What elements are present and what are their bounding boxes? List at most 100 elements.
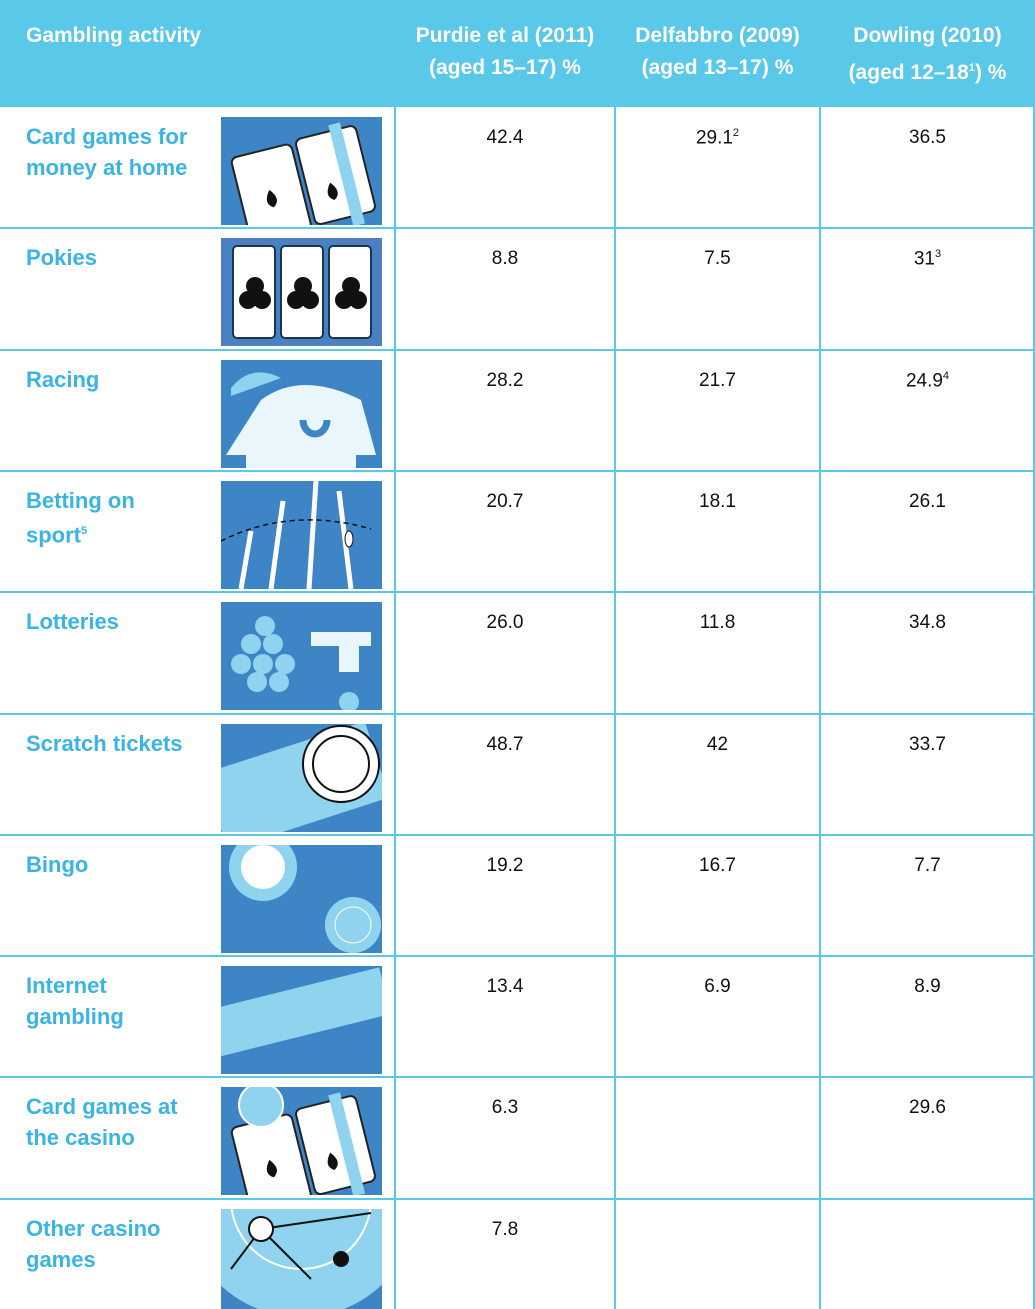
icon (221, 481, 382, 589)
activity-label: Racing (26, 367, 99, 392)
header-cell: Purdie et al (2011) (aged 15–17) % (395, 0, 615, 107)
value: 8.8 (492, 248, 518, 269)
icon-art (221, 1087, 382, 1195)
value-cell: 42 (615, 714, 820, 835)
header-line: Dowling (2010) (820, 20, 1035, 52)
column-divider (614, 107, 616, 1309)
value-cell: 7.8 (395, 1199, 615, 1309)
value-cell: 19.2 (395, 835, 615, 956)
icon (221, 724, 382, 832)
activity-label: Lotteries (26, 609, 119, 634)
value: 13.4 (487, 976, 524, 997)
icon (221, 602, 382, 710)
row-divider (0, 470, 1035, 472)
header-line: Gambling activity (26, 20, 395, 52)
value-cell: 313 (820, 228, 1035, 349)
activity-cell: Other casino games (0, 1199, 200, 1275)
value: 24.9 (906, 370, 943, 391)
value-cell: 33.7 (820, 714, 1035, 835)
activity-cell: Racing (0, 350, 200, 395)
activity-label: Pokies (26, 245, 97, 270)
icon-art (221, 602, 382, 710)
value-cell: 8.9 (820, 956, 1035, 1077)
value: 42 (707, 734, 728, 755)
value: 20.7 (487, 491, 524, 512)
row-divider (0, 349, 1035, 351)
icon-art (221, 845, 382, 953)
header-cell: Delfabbro (2009) (aged 13–17) % (615, 0, 820, 107)
value-cell: 16.7 (615, 835, 820, 956)
value-cell: 36.5 (820, 107, 1035, 228)
value: 6.3 (492, 1097, 518, 1118)
row-divider (0, 955, 1035, 957)
icon (221, 1087, 382, 1195)
activity-cell: Pokies (0, 228, 200, 273)
value: 7.5 (704, 248, 730, 269)
icon (221, 845, 382, 953)
value: 34.8 (909, 612, 946, 633)
value: 21.7 (699, 370, 736, 391)
activity-label: Scratch tickets (26, 731, 183, 756)
icon-art (221, 117, 382, 225)
header-cell: Gambling activity (0, 0, 395, 107)
value-cell: 28.2 (395, 350, 615, 471)
header-text: (aged 12–18 (849, 61, 969, 84)
activity-cell: Card games for money at home (0, 107, 200, 183)
value-cell: 6.3 (395, 1077, 615, 1198)
row-divider (0, 591, 1035, 593)
value-cell: 11.8 (615, 592, 820, 713)
icon-art (221, 238, 382, 346)
value: 6.9 (704, 976, 730, 997)
value-cell: 8.8 (395, 228, 615, 349)
icon-art (221, 966, 382, 1074)
activity-label: Card games for money at home (26, 124, 187, 180)
row-divider (0, 227, 1035, 229)
header-text: Purdie et al (2011) (416, 24, 595, 47)
row-divider (0, 713, 1035, 715)
value: 26.1 (909, 491, 946, 512)
value-cell: 7.7 (820, 835, 1035, 956)
value-cell: 29.12 (615, 107, 820, 228)
column-divider (394, 107, 396, 1309)
value-cell: 48.7 (395, 714, 615, 835)
header-text: Delfabbro (2009) (635, 24, 800, 47)
value-cell: 20.7 (395, 471, 615, 592)
header-text: (aged 15–17) % (429, 56, 581, 79)
value: 48.7 (487, 734, 524, 755)
header-text: (aged 13–17) % (642, 56, 794, 79)
activity-cell: Card games at the casino (0, 1077, 200, 1153)
icon (221, 117, 382, 225)
activity-cell: Bingo (0, 835, 200, 880)
value: 19.2 (487, 855, 524, 876)
activity-label: Betting on sport (26, 488, 135, 547)
value-cell: 18.1 (615, 471, 820, 592)
header-text: Gambling activity (26, 24, 201, 47)
activity-label: Internet gambling (26, 973, 124, 1029)
header-line: (aged 15–17) % (395, 52, 615, 84)
value: 29.1 (696, 127, 733, 148)
value: 36.5 (909, 127, 946, 148)
header-line: (aged 12–181) % (820, 52, 1035, 89)
icon (221, 966, 382, 1074)
footnote-mark: 2 (733, 127, 739, 139)
value: 11.8 (700, 612, 736, 633)
icon (221, 1209, 382, 1309)
value-cell: 6.9 (615, 956, 820, 1077)
footnote-mark: 3 (935, 248, 941, 260)
header-text: Dowling (2010) (853, 24, 1001, 47)
value-cell: 26.0 (395, 592, 615, 713)
value-cell: 13.4 (395, 956, 615, 1077)
value: 42.4 (487, 127, 524, 148)
row-divider (0, 834, 1035, 836)
activity-label: Card games at the casino (26, 1094, 178, 1150)
icon-art (221, 481, 382, 589)
value: 33.7 (909, 734, 946, 755)
value-cell (820, 1199, 1035, 1309)
value: 16.7 (699, 855, 736, 876)
footnote-mark: 5 (81, 525, 87, 537)
value-cell: 42.4 (395, 107, 615, 228)
page: Gambling activity Purdie et al (2011) (age… (0, 0, 1035, 1309)
value-cell: 7.5 (615, 228, 820, 349)
value: 8.9 (914, 976, 940, 997)
activity-cell: Internet gambling (0, 956, 200, 1032)
